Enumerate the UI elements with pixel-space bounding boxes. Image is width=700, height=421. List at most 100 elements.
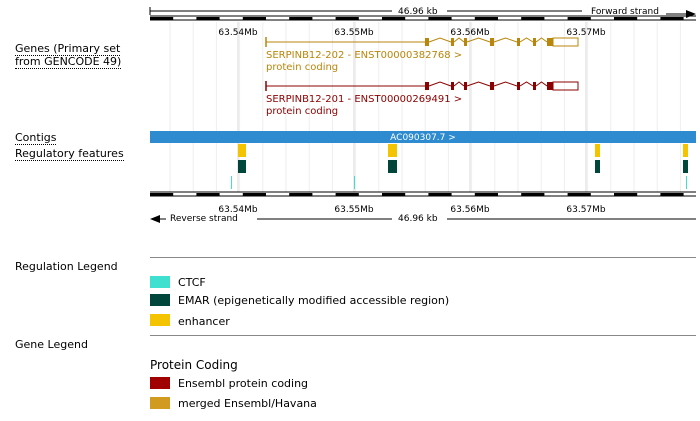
emar-feature (388, 160, 397, 173)
bottom-tick-label: 63.56Mb (450, 205, 490, 215)
bottom-tick-label: 63.54Mb (218, 205, 258, 215)
transcript-202-name: SERPINB12-202 - ENST00000382768 > (266, 50, 462, 61)
ruler-block (660, 193, 684, 196)
ruler-block (196, 193, 220, 196)
length-label: 46.96 kb (398, 7, 438, 17)
contig-label: AC090307.7 > (390, 133, 456, 143)
genes-track-label[interactable]: Genes (Primary set from GENCODE 49) (15, 42, 122, 69)
transcript-201-name: SERPINB12-201 - ENST00000269491 > (266, 94, 462, 105)
merged-ensembl-havana-swatch (150, 397, 170, 409)
forward-arrow-icon (686, 10, 696, 18)
ctcf-label: CTCF (178, 276, 206, 289)
gene-legend-title: Gene Legend (15, 338, 88, 351)
emar-label: EMAR (epigenetically modified accessible… (178, 294, 450, 307)
enhancer-feature (238, 144, 246, 157)
legend-divider (150, 335, 696, 336)
regulatory-track-label[interactable]: Regulatory features (15, 147, 124, 161)
bottom-tick-label: 63.57Mb (566, 205, 606, 215)
ruler-block (521, 17, 545, 20)
transcript-202-exon (490, 38, 494, 46)
ruler-block (474, 17, 498, 20)
reverse-strand-label: Reverse strand (170, 214, 238, 224)
forward-strand-label: Forward strand (591, 7, 659, 17)
transcript-201-intron (428, 81, 452, 87)
ruler-block (289, 17, 313, 20)
transcript-202-exon (517, 38, 520, 46)
transcript-202-intron (519, 37, 534, 43)
ruler-block (335, 17, 359, 20)
transcript-201-exon (425, 82, 429, 90)
enhancer-feature (388, 144, 397, 157)
transcript-202-intron (428, 37, 452, 43)
ensembl-protein-coding-swatch (150, 377, 170, 389)
transcript-202-intron (535, 37, 548, 43)
transcript-202-intron (493, 37, 518, 43)
transcript-201-intron (453, 81, 465, 87)
ruler-block (428, 17, 452, 20)
ruler-block (428, 193, 452, 196)
merged-ensembl-havana-label: merged Ensembl/Havana (178, 397, 317, 410)
ruler-block (521, 193, 545, 196)
protein-coding-heading: Protein Coding (150, 358, 238, 372)
ctcf-feature (231, 176, 232, 189)
transcript-201-exon (464, 82, 467, 90)
ruler-block (242, 193, 266, 196)
top-tick-label: 63.54Mb (218, 28, 258, 38)
emar-feature (683, 160, 688, 173)
transcript-201-exon (451, 82, 454, 90)
transcript-202-intron (466, 37, 491, 43)
contigs-track-label[interactable]: Contigs (15, 131, 57, 145)
transcript-202-exon (451, 38, 454, 46)
emar-swatch (150, 294, 170, 306)
ctcf-feature (686, 176, 687, 189)
transcript-202-intron (453, 37, 465, 43)
ruler-block (335, 193, 359, 196)
track-canvas: 46.96 kb Forward strand Reverse strand 46.9… (149, 7, 696, 224)
ensembl-protein-coding-label: Ensembl protein coding (178, 377, 309, 390)
transcript-202-exon (547, 38, 553, 46)
ruler-block (567, 17, 591, 20)
reverse-arrow-icon (150, 215, 160, 223)
transcript-202-exon (464, 38, 467, 46)
top-tick-label: 63.57Mb (566, 28, 606, 38)
transcript-202-utr (552, 37, 579, 47)
transcript-202-exon (533, 38, 536, 46)
enhancer-swatch (150, 314, 170, 326)
ruler-block (196, 17, 220, 20)
emar-feature (595, 160, 600, 173)
transcript-201-utr (552, 81, 579, 91)
ruler-block (474, 193, 498, 196)
ruler-block (614, 193, 638, 196)
enhancer-feature (595, 144, 600, 157)
ruler-block (289, 193, 313, 196)
ruler-block (567, 193, 591, 196)
transcript-201-intron (535, 81, 548, 87)
transcript-201-intron (493, 81, 518, 87)
ruler-block (150, 17, 174, 20)
ruler-block (614, 17, 638, 20)
transcript-201-intron (466, 81, 491, 87)
top-tick-label: 63.55Mb (334, 28, 374, 38)
ctcf-swatch (150, 276, 170, 288)
ruler-block (382, 17, 406, 20)
transcript-201-exon (533, 82, 536, 90)
bottom-tick-label: 63.55Mb (334, 205, 374, 215)
regulation-legend-title: Regulation Legend (15, 260, 118, 273)
top-tick-label: 63.56Mb (450, 28, 490, 38)
ruler-block (150, 193, 174, 196)
ruler-block (242, 17, 266, 20)
ruler-block (660, 17, 684, 20)
transcript-201-exon (517, 82, 520, 90)
ctcf-feature (354, 176, 355, 189)
enhancer-feature (683, 144, 688, 157)
transcript-202-biotype: protein coding (266, 62, 338, 73)
transcript-201-biotype: protein coding (266, 106, 338, 117)
transcript-201-exon (490, 82, 494, 90)
length-label: 46.96 kb (398, 214, 438, 224)
emar-feature (238, 160, 246, 173)
enhancer-label: enhancer (178, 315, 230, 328)
transcript-201-intron (519, 81, 534, 87)
ruler-block (382, 193, 406, 196)
legend-divider (150, 257, 696, 258)
